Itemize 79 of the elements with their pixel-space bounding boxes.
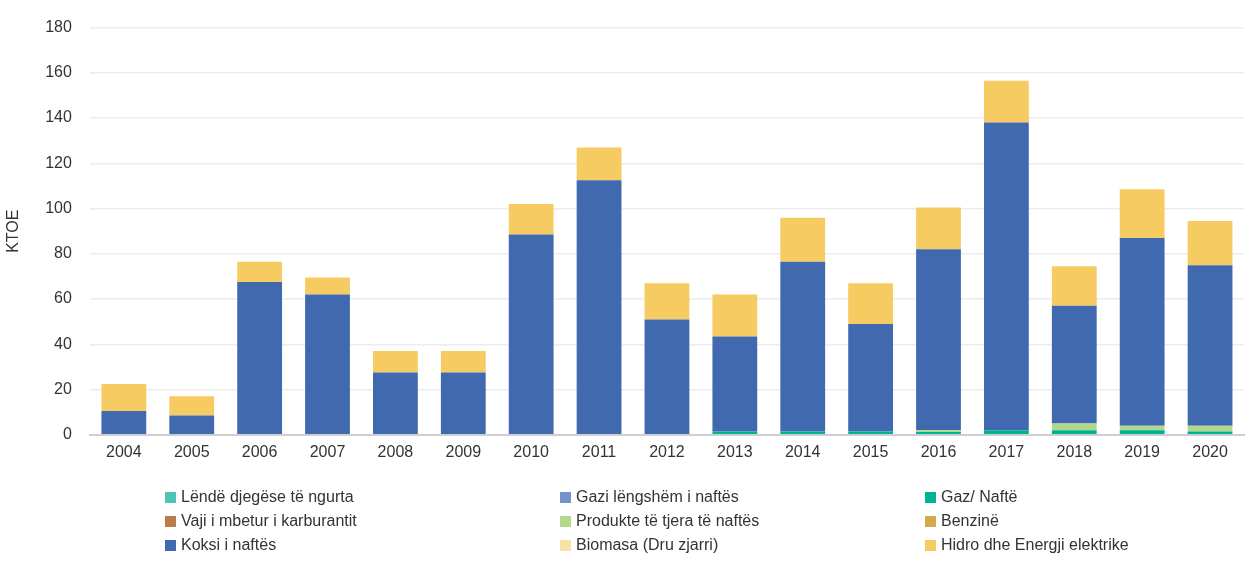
bar (644, 283, 690, 320)
bar (372, 372, 418, 435)
x-tick-label: 2017 (988, 442, 1025, 460)
bar (1051, 430, 1097, 435)
legend-label: Produkte të tjera të naftës (576, 512, 760, 530)
y-tick-label: 120 (45, 153, 72, 171)
bar (780, 217, 826, 262)
x-tick-label: 2013 (717, 442, 753, 460)
x-tick-label: 2018 (1056, 442, 1093, 460)
x-tick-label: 2019 (1124, 442, 1161, 460)
y-tick-label: 60 (54, 289, 72, 307)
legend-label: Koksi i naftës (181, 536, 277, 554)
bar (848, 323, 894, 432)
y-tick-label: 40 (54, 334, 72, 352)
bar (712, 336, 758, 432)
bar (780, 431, 826, 435)
y-tick-label: 180 (45, 18, 72, 36)
x-tick-label: 2014 (784, 442, 821, 460)
legend-label: Biomasa (Dru zjarri) (576, 536, 719, 554)
bar (576, 147, 622, 181)
bar (712, 294, 758, 337)
x-tick-label: 2020 (1192, 442, 1228, 460)
bar (576, 180, 622, 435)
bar (983, 122, 1029, 431)
bar (101, 411, 147, 435)
bar (237, 282, 283, 435)
bar (1051, 423, 1097, 431)
bar (916, 207, 961, 250)
legend-label: Benzinë (941, 512, 999, 530)
x-tick-label: 2009 (445, 442, 482, 460)
x-tick-label: 2006 (241, 442, 278, 460)
y-tick-label: 100 (45, 198, 72, 216)
bar (1187, 265, 1233, 426)
y-tick-label: 0 (62, 425, 72, 443)
x-tick-label: 2004 (106, 442, 142, 460)
legend-label: Hidro dhe Energji elektrike (941, 536, 1129, 554)
y-tick-label: 140 (45, 108, 72, 126)
legend-label: Vaji i mbetur i karburantit (181, 512, 357, 530)
y-tick-label: 80 (54, 244, 72, 262)
bar (1187, 221, 1233, 266)
x-tick-label: 2015 (852, 442, 889, 460)
bar (1051, 266, 1097, 306)
legend-label: Gazi lëngshëm i naftës (576, 488, 739, 506)
bar (916, 249, 961, 431)
bar (644, 319, 690, 435)
bar (372, 351, 418, 373)
bar (440, 351, 486, 373)
x-tick-label: 2011 (581, 442, 617, 460)
bar (440, 372, 486, 435)
bar (983, 80, 1029, 123)
bar (508, 204, 554, 235)
bar (848, 283, 894, 324)
legend-label: Gaz/ Naftë (941, 488, 1018, 506)
x-tick-label: 2007 (309, 442, 346, 460)
bar (712, 431, 758, 435)
bar (1187, 431, 1233, 435)
x-tick-label: 2010 (513, 442, 550, 460)
bar (780, 261, 826, 432)
x-tick-label: 2005 (173, 442, 210, 460)
bar (1119, 430, 1165, 435)
bar (305, 277, 350, 295)
legend-label: Lëndë djegëse të ngurta (181, 488, 354, 506)
y-axis-title: KTOE (4, 209, 22, 253)
x-tick-label: 2008 (377, 442, 414, 460)
bar (508, 234, 554, 435)
x-tick-label: 2012 (649, 442, 685, 460)
bar (305, 294, 350, 435)
y-tick-label: 160 (45, 63, 72, 81)
bar (983, 430, 1029, 435)
bar (848, 431, 894, 435)
bar (1119, 189, 1165, 238)
bar (1051, 305, 1097, 424)
bar (101, 383, 147, 412)
x-tick-label: 2016 (920, 442, 957, 460)
bar (169, 396, 215, 416)
bar (169, 415, 215, 435)
bar (1119, 237, 1165, 426)
y-tick-label: 20 (54, 379, 72, 397)
bar (237, 261, 283, 283)
